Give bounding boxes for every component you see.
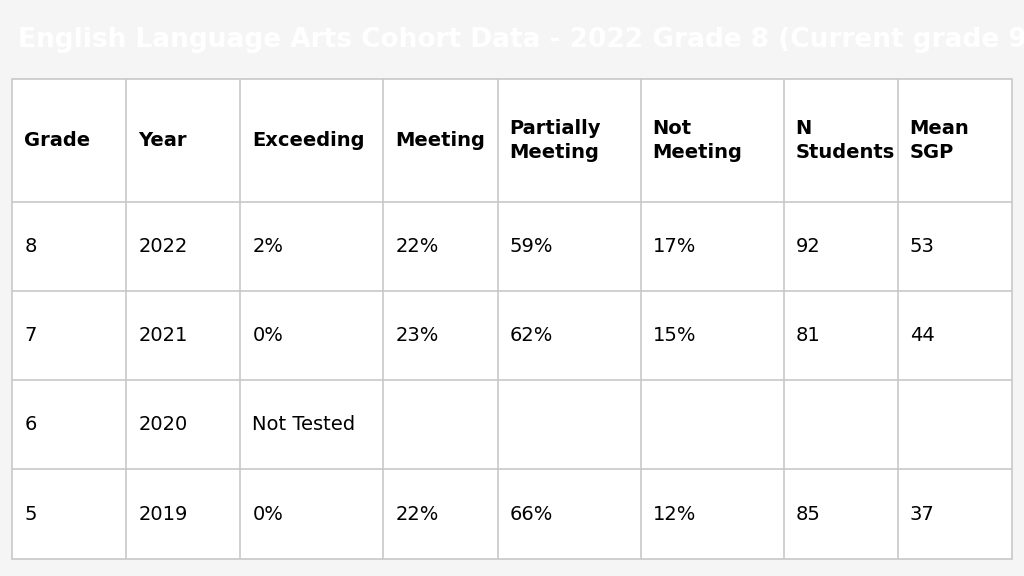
Text: 2022: 2022 [138, 237, 187, 256]
Text: 0%: 0% [252, 505, 284, 524]
Text: Grade: Grade [25, 131, 90, 150]
Text: 62%: 62% [510, 326, 553, 345]
Text: 2020: 2020 [138, 415, 187, 434]
Text: English Language Arts Cohort Data - 2022 Grade 8 (Current grade 9): English Language Arts Cohort Data - 2022… [18, 26, 1024, 53]
Text: Mean
SGP: Mean SGP [909, 119, 970, 162]
Text: 2021: 2021 [138, 326, 187, 345]
Text: Not
Meeting: Not Meeting [652, 119, 742, 162]
Text: 85: 85 [796, 505, 820, 524]
Text: 6: 6 [25, 415, 37, 434]
Text: 81: 81 [796, 326, 820, 345]
Text: 23%: 23% [395, 326, 439, 345]
Text: 37: 37 [909, 505, 935, 524]
Text: 0%: 0% [252, 326, 284, 345]
Text: 5: 5 [25, 505, 37, 524]
Text: N
Students: N Students [796, 119, 895, 162]
Text: Partially
Meeting: Partially Meeting [510, 119, 601, 162]
Text: 8: 8 [25, 237, 37, 256]
Text: 15%: 15% [652, 326, 696, 345]
Text: 92: 92 [796, 237, 820, 256]
Text: 53: 53 [909, 237, 935, 256]
Text: Not Tested: Not Tested [252, 415, 355, 434]
Text: 7: 7 [25, 326, 37, 345]
Text: 44: 44 [909, 326, 935, 345]
Text: 66%: 66% [510, 505, 553, 524]
Text: 59%: 59% [510, 237, 553, 256]
Text: Meeting: Meeting [395, 131, 485, 150]
Text: 17%: 17% [652, 237, 696, 256]
Text: 12%: 12% [652, 505, 696, 524]
Text: 22%: 22% [395, 237, 439, 256]
Text: 2019: 2019 [138, 505, 187, 524]
Text: 2%: 2% [252, 237, 284, 256]
Text: Year: Year [138, 131, 186, 150]
Text: 22%: 22% [395, 505, 439, 524]
Text: Exceeding: Exceeding [252, 131, 365, 150]
